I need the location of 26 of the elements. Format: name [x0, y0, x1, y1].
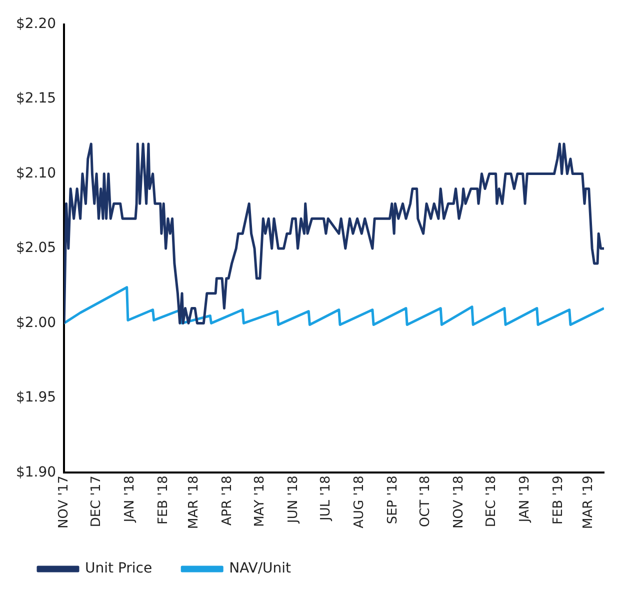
x-tick-label: OCT '18 — [418, 476, 433, 528]
x-tick-label: MAR '19 — [581, 476, 596, 529]
y-tick-label: $2.20 — [16, 16, 56, 32]
x-tick-label: FEB '19 — [550, 476, 566, 524]
y-tick-label: $1.90 — [16, 464, 56, 480]
y-tick-label: $2.05 — [16, 240, 56, 256]
x-tick-label: FEB '18 — [156, 476, 171, 524]
x-tick-label: NOV '18 — [451, 476, 466, 528]
legend-label: Unit Price — [85, 560, 152, 577]
x-tick-label: MAR '18 — [186, 476, 202, 529]
legend-label: NAV/Unit — [229, 560, 292, 577]
x-tick-label: NOV '17 — [56, 476, 72, 528]
x-tick-label: AUG '18 — [352, 476, 367, 528]
x-tick-label: DEC '17 — [88, 476, 104, 528]
x-tick-label: MAY '18 — [252, 476, 268, 527]
x-tick-label: APR '18 — [220, 476, 235, 526]
x-tick-label: JUN '18 — [286, 476, 301, 524]
x-tick-label: JAN '18 — [122, 476, 138, 524]
y-tick-label: $2.00 — [16, 314, 56, 331]
x-tick-label: SEP '18 — [385, 476, 400, 524]
y-tick-label: $2.10 — [16, 165, 56, 182]
x-tick-label: DEC '18 — [484, 476, 499, 528]
x-tick-label: JAN '19 — [517, 476, 532, 524]
x-tick-label: JUL '18 — [318, 476, 334, 522]
y-tick-label: $1.95 — [16, 390, 56, 406]
y-tick-label: $2.15 — [16, 90, 56, 107]
